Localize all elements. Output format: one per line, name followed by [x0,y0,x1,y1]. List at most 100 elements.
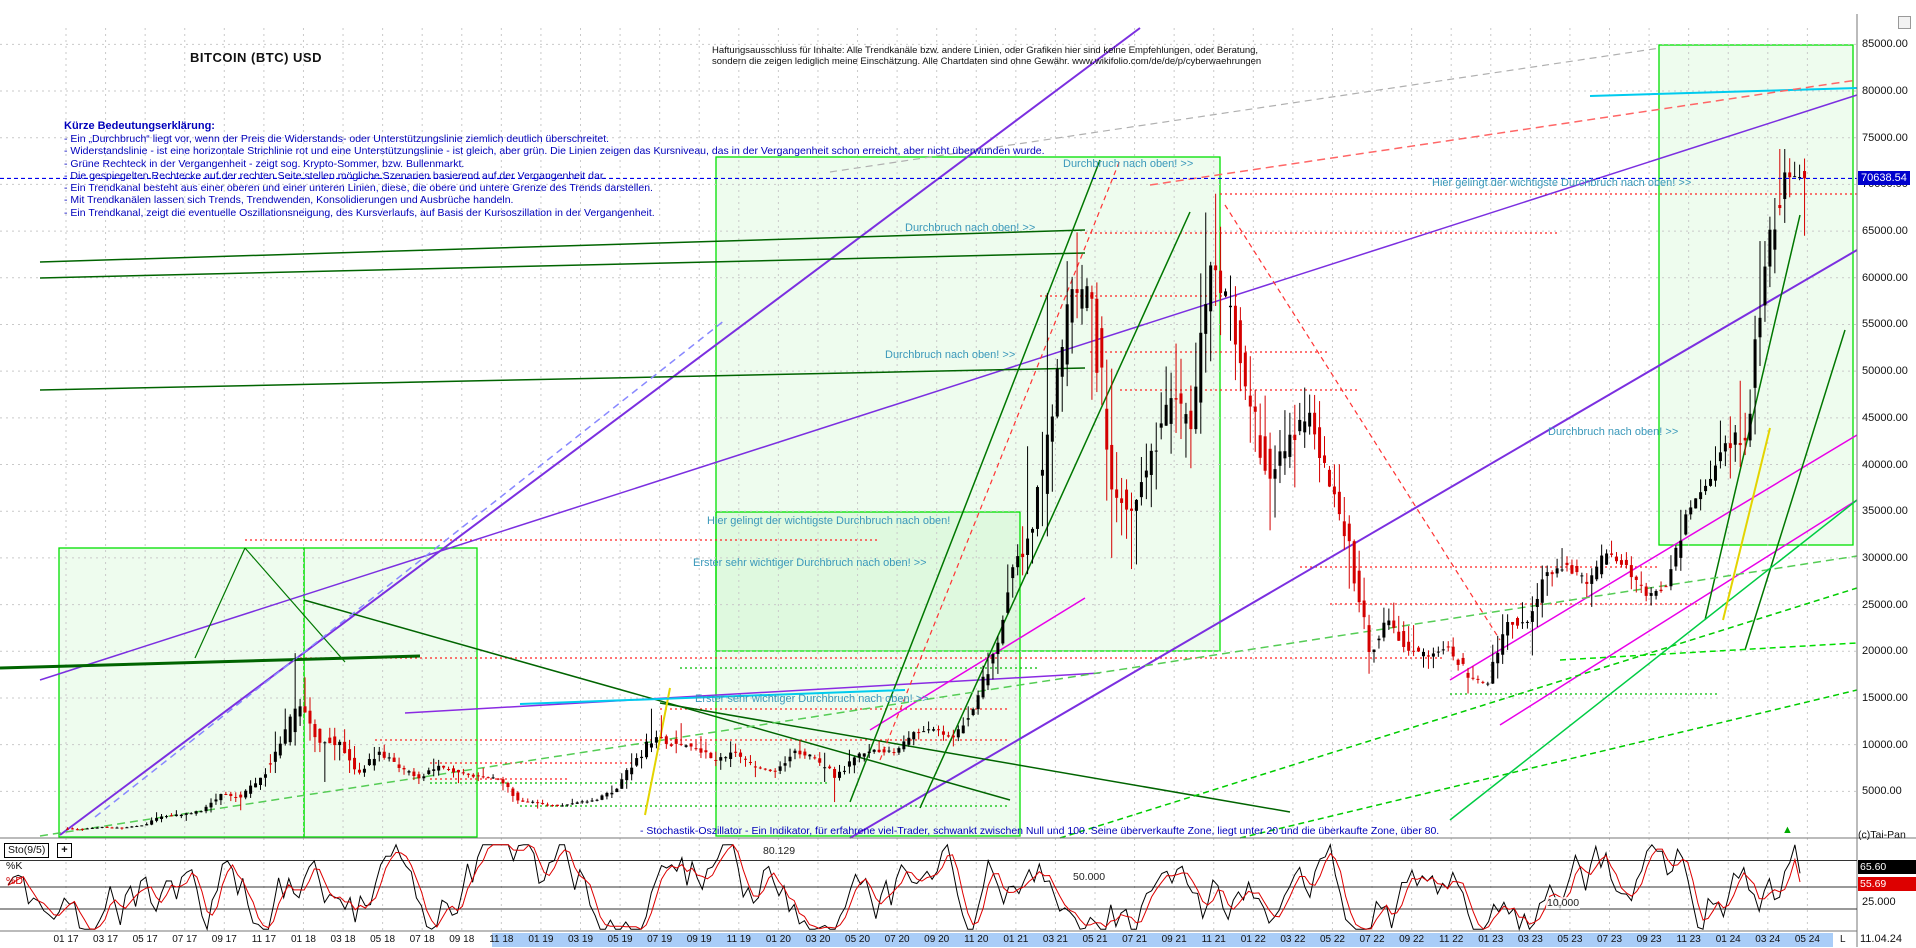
breakout-annotation: Hier gelingt der wichtigste Durchbruch n… [707,515,951,527]
date-tick-label: 03 22 [1280,934,1306,945]
disclaimer-line-2: sondern die zeigen lediglich meine Einsc… [712,56,1262,67]
date-tick-label: 11 17 [251,934,277,945]
date-tick-label: 07 23 [1596,934,1623,945]
price-tick-label: 45000.00 [1862,411,1908,424]
date-tick-label: 07 21 [1122,934,1148,945]
date-tick-label: 01 21 [1003,934,1029,945]
date-tick-label: 01 22 [1240,934,1266,945]
price-tick-label: 20000.00 [1862,645,1908,658]
d-value-badge: 55.69 [1858,877,1916,891]
legend-line: - Ein „Durchbruch“ liegt vor, wenn der P… [64,133,610,145]
page-title: BITCOIN (BTC) USD [190,50,322,65]
stochastic-description: - Stochastik-Oszillator - Ein Indikator,… [640,825,1440,837]
breakout-annotation: Durchbruch nach oben! >> [905,222,1036,234]
legend-block: - Ein „Durchbruch“ liegt vor, wenn der P… [64,133,1045,219]
date-tick-label: 11 23 [1676,934,1701,945]
date-tick-label: 09 19 [686,934,712,945]
date-tick-label: 05 21 [1082,934,1108,945]
date-tick-label: 11 21 [1201,934,1226,945]
copyright-label: (c)Tai-Pan [1858,829,1906,841]
date-tick-label: 03 21 [1042,934,1068,945]
date-tick-label: 03 17 [93,934,119,945]
date-tick-label: 03 19 [567,934,594,945]
legend-line: - Grüne Rechteck in der Vergangenheit - … [64,157,465,170]
price-tick-label: 55000.00 [1862,318,1908,331]
breakout-annotation: Durchbruch nach oben! >> [1548,426,1679,438]
last-bar-marker: L [1840,934,1846,945]
date-tick-label: 07 20 [884,934,910,945]
oscillator-level-label: 80.129 [762,845,797,857]
date-tick-label: 01 24 [1715,934,1741,945]
date-tick-label: 11 22 [1439,934,1464,945]
disclaimer-line-1: Haftungsausschluss für Inhalte: Alle Tre… [712,45,1259,56]
oscillator-level-label: 50.000 [1072,871,1107,883]
date-tick-label: 01 17 [53,934,79,945]
date-tick-label: 11 20 [964,934,989,945]
date-tick-label: 01 18 [290,934,316,945]
selected-date-range-band[interactable] [492,933,1833,947]
date-tick-label: 05 20 [845,934,871,945]
date-tick-label: 09 21 [1161,934,1187,945]
legend-heading: Kürze Bedeutungserklärung: [64,120,215,132]
breakout-annotation: Hier gelingt der wichtigste Durchbruch n… [1432,177,1692,189]
price-tick-label: 50000.00 [1862,365,1908,378]
oscillator-axis-tick: 25.000 [1862,896,1896,908]
date-tick-label: 03 20 [805,934,831,945]
current-price-badge: 70638.54 [1858,171,1910,185]
date-tick-label: 01 20 [765,934,791,945]
date-tick-label: 07 22 [1359,934,1385,945]
price-tick-label: 5000.00 [1862,785,1902,798]
date-tick-label: 01 23 [1478,934,1504,945]
date-tick-label: 09 20 [924,934,950,945]
price-tick-label: 30000.00 [1862,551,1908,564]
date-tick-label: 05 22 [1319,934,1345,945]
date-tick-label: 07 17 [172,934,198,945]
date-tick-label: 09 18 [449,934,475,945]
price-tick-label: 85000.00 [1862,38,1908,51]
legend-line: - Ein Trendkanal besteht aus einer obere… [64,182,653,195]
price-tick-label: 15000.00 [1862,691,1908,704]
price-tick-label: 65000.00 [1862,225,1908,238]
date-tick-label: 05 24 [1794,934,1820,945]
date-tick-label: 05 23 [1557,934,1583,945]
date-tick-label: 05 17 [132,934,158,945]
price-tick-label: 75000.00 [1862,131,1908,144]
k-value-badge: 65.60 [1858,860,1916,874]
breakout-annotation: Erster sehr wichtiger Durchbruch nach ob… [693,557,927,569]
breakout-annotation: Erster sehr wichtiger Durchbruch nach ob… [695,693,929,705]
legend-line: - Ein Trendkanal, zeigt die eventuelle O… [64,206,655,219]
date-tick-label: 05 18 [370,934,396,945]
date-tick-label: 03 23 [1517,934,1543,945]
price-tick-label: 60000.00 [1862,271,1908,284]
breakout-annotation: Durchbruch nach oben! >> [885,349,1016,361]
price-tick-label: 25000.00 [1862,598,1908,611]
date-tick-label: 05 19 [607,934,633,945]
date-tick-label: 09 23 [1636,934,1662,945]
price-tick-label: 40000.00 [1862,458,1908,471]
legend-line: - Widerstandslinie - ist eine horizontal… [64,145,1045,158]
date-tick-label: 07 19 [647,934,673,945]
expand-plus-button[interactable]: + [57,843,72,858]
legend-line: - Die gespiegelten Rechtecke auf der rec… [64,169,606,182]
date-tick-label: 09 17 [211,934,237,945]
date-tick-label: 01 19 [528,934,554,945]
oscillator-level-label: 10.000 [1546,897,1581,909]
legend-line: - Mit Trendkanälen lassen sich Trends, T… [64,194,514,207]
date-tick-label: 11 19 [726,934,751,945]
breakout-annotation: Durchbruch nach oben! >> [1063,158,1194,170]
k-line-label: %K [6,860,23,872]
d-line-label: %D [6,875,23,887]
last-date-label: 11.04.24 [1860,933,1903,945]
date-tick-label: 07 18 [409,934,435,945]
price-tick-label: 80000.00 [1862,85,1908,97]
marker-triangle-icon: ▲ [1782,824,1793,836]
collapse-pane-icon[interactable] [1898,16,1911,29]
date-tick-label: 03 18 [330,934,356,945]
date-tick-label: 11 18 [489,934,514,945]
stochastic-indicator-button[interactable]: Sto(9/5) [4,843,50,858]
price-tick-label: 10000.00 [1862,738,1908,751]
price-tick-label: 35000.00 [1862,505,1908,518]
date-tick-label: 03 24 [1755,934,1781,945]
